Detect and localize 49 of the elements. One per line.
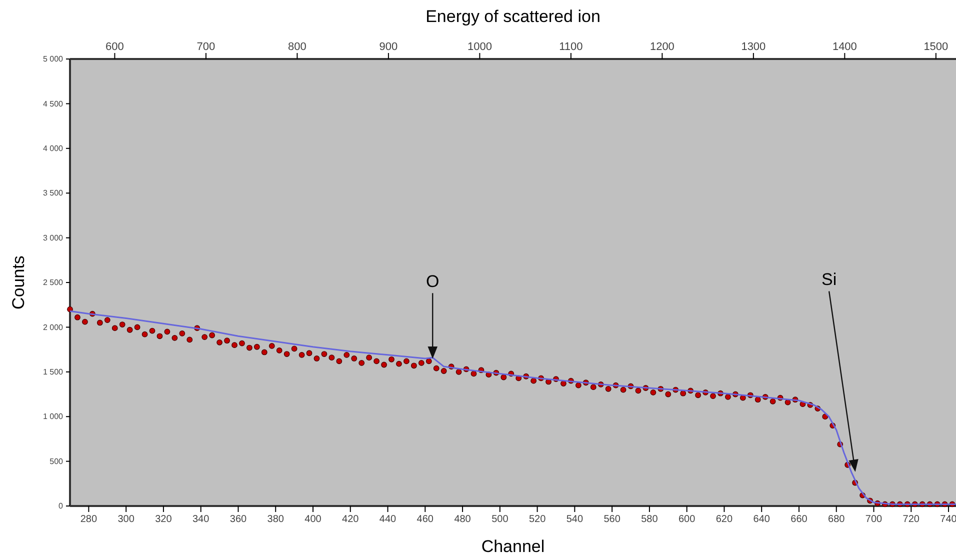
x-tick-label: 400 xyxy=(304,514,322,526)
x-tick-label: 300 xyxy=(118,514,135,526)
x2-tick-label: 1400 xyxy=(832,41,857,53)
x-tick-label: 360 xyxy=(230,514,248,526)
annotation: O xyxy=(426,272,440,292)
y-tick-label: 4 000 xyxy=(42,144,64,153)
x-tick-label: 420 xyxy=(342,514,360,526)
y-tick-label: 0 xyxy=(58,502,64,511)
x-tick-label: 660 xyxy=(790,514,808,526)
x2-tick-label: 1000 xyxy=(467,41,492,53)
x2-tick-label: 1100 xyxy=(559,41,583,53)
x-tick-label: 500 xyxy=(492,514,509,526)
x2-axis-title: Energy of scattered ion xyxy=(426,7,600,26)
x2-tick-label: 1300 xyxy=(741,41,766,53)
x-tick-label: 600 xyxy=(678,514,696,526)
x-tick-label: 440 xyxy=(379,514,397,526)
x-tick-label: 720 xyxy=(902,514,920,526)
x-tick-label: 460 xyxy=(416,514,434,526)
x2-tick-label: 700 xyxy=(196,41,216,53)
y-axis-title: Counts xyxy=(9,256,28,310)
y-tick-label: 3 000 xyxy=(42,233,64,242)
y-tick-label: 2 500 xyxy=(42,278,64,288)
y-tick-label: 500 xyxy=(50,456,64,466)
y-tick-label: 2 000 xyxy=(42,322,64,332)
x-axis-title: Channel xyxy=(481,537,545,556)
x-tick-label: 480 xyxy=(454,514,472,526)
x-tick-label: 280 xyxy=(80,514,98,526)
x-tick-label: 380 xyxy=(267,514,284,526)
x2-tick-label: 600 xyxy=(106,41,124,53)
y-tick-label: 4 500 xyxy=(42,99,64,108)
y-tick-label: 3 500 xyxy=(42,188,64,198)
y-tick-label: 1 000 xyxy=(42,412,64,422)
x-tick-label: 700 xyxy=(865,514,883,526)
x-tick-label: 640 xyxy=(753,514,770,526)
x2-tick-label: 1500 xyxy=(924,41,948,53)
x-tick-label: 340 xyxy=(192,514,210,526)
x-tick-label: 560 xyxy=(604,514,621,526)
x2-tick-label: 800 xyxy=(288,41,306,53)
x-tick-label: 320 xyxy=(155,514,172,526)
x-tick-label: 680 xyxy=(828,514,846,526)
x-tick-label: 540 xyxy=(566,514,584,526)
annotation: Si xyxy=(822,270,837,290)
y-tick-label: 5 000 xyxy=(42,54,64,64)
x-tick-label: 580 xyxy=(641,514,658,526)
y-tick-label: 1 500 xyxy=(42,367,64,376)
x-tick-label: 620 xyxy=(716,514,733,526)
x-tick-label: 520 xyxy=(528,514,546,526)
x2-tick-label: 900 xyxy=(379,41,398,53)
x2-tick-label: 1200 xyxy=(650,41,674,53)
